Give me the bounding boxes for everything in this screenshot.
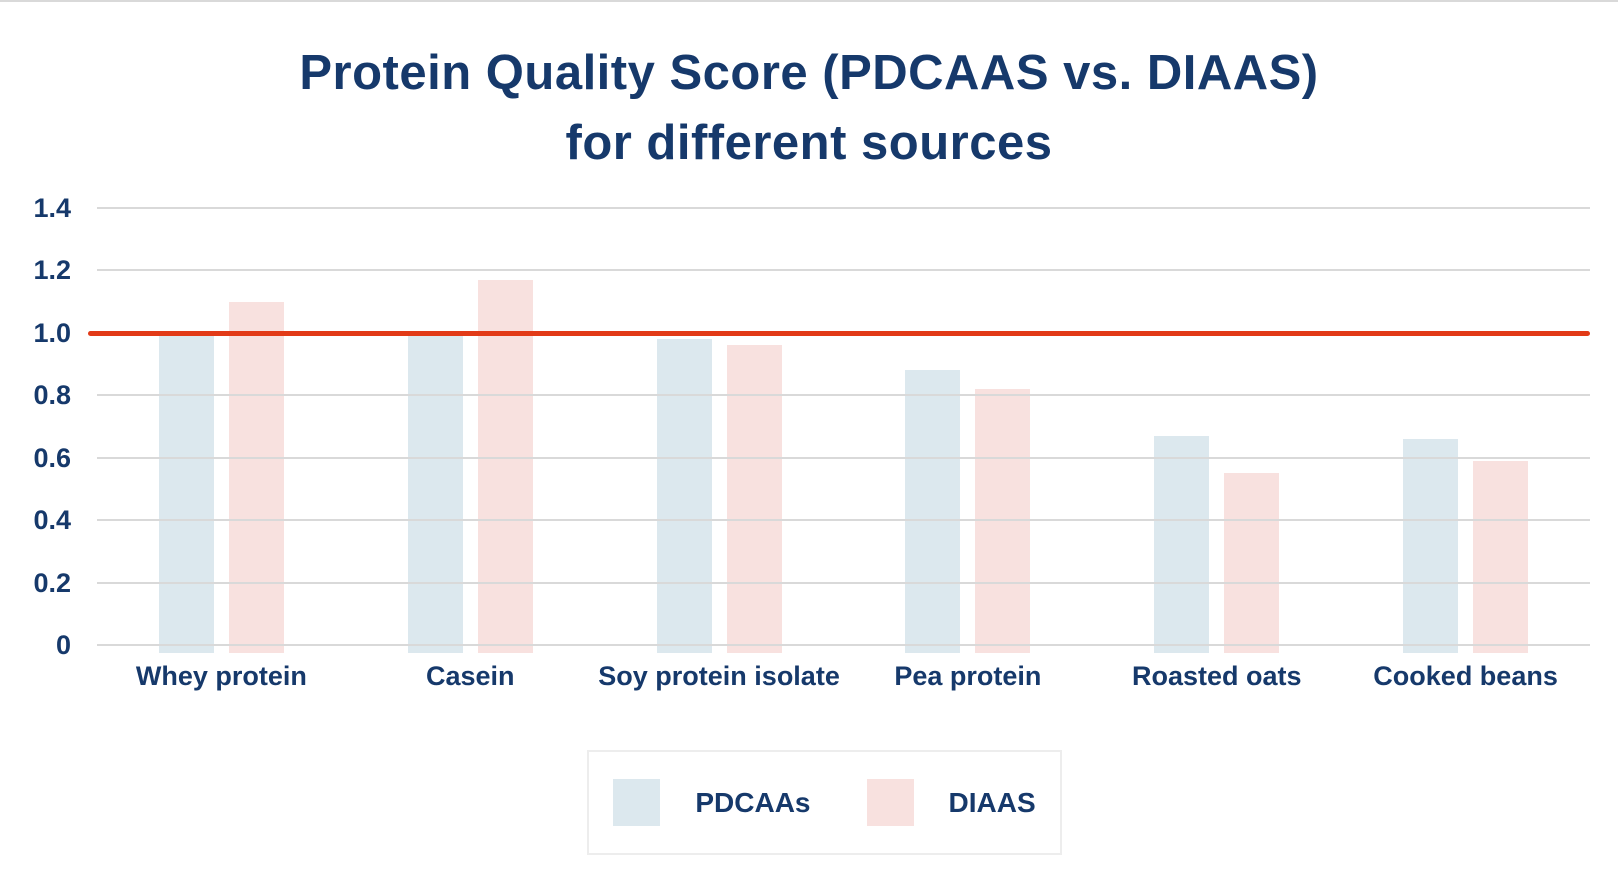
bar-pdcaas-casein [407,332,463,653]
x-axis-label-casein: Casein [425,661,515,691]
y-tick-label-0: 0 [55,630,71,660]
y-tick-label-1: 1.0 [33,317,71,348]
bar-pdcaas-pea-protein [905,370,961,653]
bar-diaas-roasted-oats [1224,473,1280,653]
x-axis-label-roasted-oats: Roasted oats [1131,661,1302,691]
bar-pdcaas-whey-protein [158,332,214,653]
bar-diaas-whey-protein [228,301,284,653]
gridline-0 [97,644,1590,646]
gridline-0.4 [97,519,1590,522]
x-axis-label-soy-protein-isolate: Soy protein isolate [598,661,840,691]
gridline-0.8 [97,394,1590,397]
legend-box: PDCAAs DIAAS [587,750,1062,855]
chart-title-line1: Protein Quality Score (PDCAAS vs. DIAAS) [299,46,1319,100]
bar-diaas-soy-protein-isolate [726,345,782,653]
gridline-1.2 [97,269,1590,272]
reference-line-1 [88,330,1590,336]
bar-diaas-casein [477,279,533,653]
bar-pdcaas-soy-protein-isolate [656,339,712,653]
gridline-0.2 [97,581,1590,584]
x-axis-label-cooked-beans: Cooked beans [1373,661,1558,691]
x-axis-label-pea-protein: Pea protein [894,661,1042,691]
bar-pdcaas-roasted-oats [1154,435,1210,653]
gridline-0.6 [97,456,1590,459]
y-tick-label-0.4: 0.4 [33,505,71,536]
y-tick-label-1.2: 1.2 [33,255,71,286]
gridline-1.4 [97,207,1590,209]
legend-swatch-pdcaas [613,779,661,826]
plot-area: 0 0.2 0.4 0.6 0.8 1.0 1.2 1.4 Whey protein Casein… [33,193,1590,691]
legend-label-diaas: DIAAS [948,786,1036,818]
legend-label-pdcaas: PDCAAs [695,786,811,818]
chart-title-line2: for different sources [565,116,1053,170]
chart-title: Protein Quality Score (PDCAAS vs. DIAAS)… [0,38,1618,178]
bar-diaas-cooked-beans [1473,460,1529,653]
y-tick-label-1.4: 1.4 [33,193,71,223]
legend-entry-pdcaas: PDCAAs [613,779,811,826]
y-tick-label-0.2: 0.2 [33,567,71,598]
card-top-border [0,0,1618,2]
x-axis-label-whey-protein: Whey protein [135,661,307,691]
legend-swatch-diaas [866,779,914,826]
y-tick-label-0.8: 0.8 [33,380,71,411]
legend-entry-diaas: DIAAS [866,779,1036,826]
y-tick-label-0.6: 0.6 [33,442,71,473]
bar-pdcaas-cooked-beans [1403,439,1459,653]
